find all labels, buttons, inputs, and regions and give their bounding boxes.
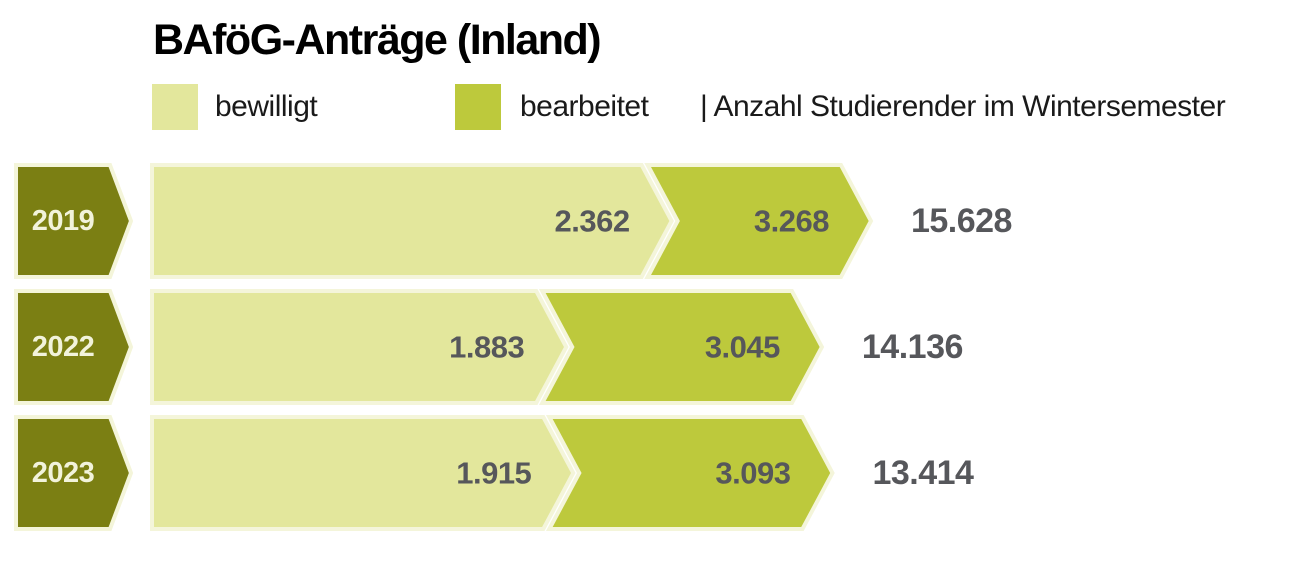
bewilligt-value: 1.915 (456, 456, 531, 491)
studierende-value: 13.414 (872, 454, 974, 492)
legend: bewilligt bearbeitet | Anzahl Studierend… (0, 83, 1300, 131)
bar-bearbeitet (545, 415, 835, 531)
legend-annotation: | Anzahl Studierender im Wintersemester (700, 90, 1226, 123)
legend-swatch-bewilligt (152, 84, 198, 130)
bar-bearbeitet (538, 289, 825, 405)
bearbeitet-value: 3.268 (754, 204, 829, 239)
studierende-value: 14.136 (862, 328, 963, 366)
year-label: 2022 (32, 331, 95, 363)
bar-row: 2022 1.883 3.045 14.136 (14, 289, 963, 405)
bewilligt-value: 2.362 (555, 204, 630, 239)
bar-bearbeitet (644, 163, 874, 279)
year-label: 2019 (32, 205, 95, 237)
bar-row: 2023 1.915 3.093 13.414 (14, 415, 975, 531)
bearbeitet-value: 3.045 (705, 330, 780, 365)
year-badge (14, 415, 134, 531)
year-badge (14, 163, 134, 279)
year-badge (14, 289, 134, 405)
bewilligt-value: 1.883 (449, 330, 524, 365)
legend-swatch-bearbeitet (455, 84, 501, 130)
bar-bewilligt (150, 289, 569, 405)
legend-label-bewilligt: bewilligt (215, 90, 318, 123)
year-label: 2023 (32, 457, 95, 489)
bar-row: 2019 2.362 3.268 15.628 (14, 163, 1012, 279)
legend-label-bearbeitet: bearbeitet (520, 90, 649, 123)
bar-bewilligt (150, 163, 674, 279)
studierende-value: 15.628 (911, 202, 1012, 240)
page-title: BAföG-Anträge (Inland) (153, 16, 602, 64)
bearbeitet-value: 3.093 (715, 456, 790, 491)
bar-bewilligt (150, 415, 576, 531)
